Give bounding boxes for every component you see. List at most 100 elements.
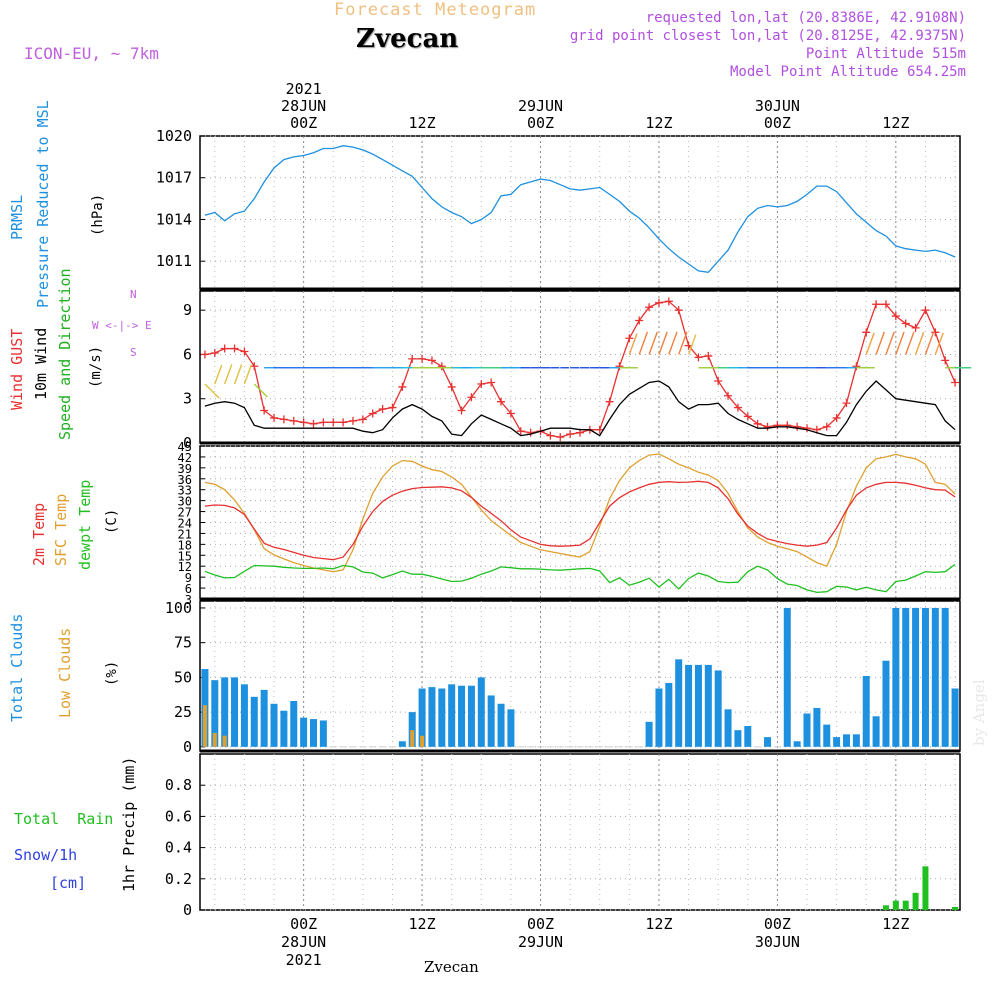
time-label-bottom: 00Z (764, 915, 791, 933)
total-cloud-bar (467, 685, 475, 747)
wind-direction-arrow (905, 331, 915, 355)
time-label-bottom: 00Z (290, 915, 317, 933)
gust-line-marker (595, 425, 604, 434)
gust-line-marker (803, 424, 812, 433)
total-cloud-bar (813, 707, 821, 747)
gust-line-marker (200, 350, 209, 359)
total-cloud-bar (280, 710, 288, 747)
time-label-top: 30JUN (755, 97, 800, 115)
total-cloud-bar (438, 688, 446, 747)
time-label-top: 12Z (409, 114, 436, 132)
total-cloud-bar (951, 688, 959, 747)
compass-west-east: W <-|-> E (92, 319, 152, 332)
total-cloud-bar (507, 709, 515, 747)
gust-line-marker (822, 422, 831, 431)
gust-line-marker (793, 422, 802, 431)
low-cloud-bar (410, 730, 415, 747)
panel-frame (199, 753, 961, 911)
snow-label: Snow/1h (14, 846, 78, 864)
rain-bar (922, 866, 929, 910)
total-cloud-bar (764, 737, 772, 747)
y-tick-label: 6 (183, 345, 192, 363)
y-tick-label: 25 (174, 703, 192, 721)
y-tick-label: 9 (183, 301, 192, 319)
y-tick-label: 42 (178, 451, 192, 465)
wind-direction-arrow (924, 331, 935, 355)
compass-north: N (130, 288, 137, 301)
wind-direction-arrow (687, 334, 697, 355)
wind-direction-arrow (253, 383, 268, 398)
wind-direction-arrow (638, 331, 649, 355)
time-label-top: 29JUN (518, 97, 563, 115)
total-cloud-bar (793, 741, 801, 747)
pressure-line (204, 145, 956, 273)
wind-direction-arrow (224, 364, 233, 385)
meteogram-title: Forecast Meteogram (334, 0, 537, 20)
wind-direction-arrow (865, 332, 875, 355)
y-tick-label: 1020 (156, 127, 192, 145)
total-cloud-bar (694, 664, 702, 747)
gust-line-marker (230, 344, 239, 353)
total-cloud-bar (645, 721, 653, 747)
gust-line-marker (704, 351, 713, 360)
total-cloud-bar (734, 730, 742, 747)
total-cloud-bar (902, 607, 910, 747)
model-point-altitude: Model Point Altitude 654.25m (729, 64, 966, 80)
y-tick-label: 33 (178, 484, 192, 498)
y-tick-label: 3 (185, 593, 192, 607)
gust-line-marker (348, 416, 357, 425)
gust-line-marker (319, 418, 328, 427)
gust-line-marker (467, 393, 476, 402)
time-label-top: 00Z (290, 114, 317, 132)
gust-line-marker (694, 353, 703, 362)
y-tick-label: 36 (178, 473, 192, 487)
total-cloud-bar (260, 689, 268, 747)
total-cloud-bar (655, 688, 663, 747)
point-altitude: Point Altitude 515m (805, 46, 966, 62)
gust-line-marker (516, 427, 525, 436)
total-cloud-bar (300, 717, 308, 747)
wind-direction-arrow (204, 383, 220, 399)
y-tick-label: 27 (178, 506, 192, 520)
total-cloud-bar (665, 682, 673, 747)
y-tick-label: 50 (174, 668, 192, 686)
gust-line-marker (931, 328, 940, 337)
total-cloud-bar (418, 688, 426, 747)
gust-line-marker (378, 405, 387, 414)
gust-line-marker (368, 409, 377, 418)
snow-unit-label: [cm] (50, 874, 87, 892)
total-cloud-bar (803, 713, 811, 747)
low-cloud-bar (202, 705, 207, 747)
gust-line-marker (783, 421, 792, 430)
total-cloud-bar (744, 726, 752, 747)
total-cloud-bar (872, 716, 880, 747)
wind-direction-arrow (243, 364, 253, 385)
time-label-bottom: 12Z (645, 915, 672, 933)
gust-line-marker (921, 306, 930, 315)
time-label-top: 28JUN (281, 97, 326, 115)
time-label-bottom: 12Z (882, 915, 909, 933)
rain-bar (882, 905, 889, 910)
wind-direction-arrow (934, 332, 944, 355)
y-tick-label: 9 (185, 571, 192, 585)
total-cloud-bar (862, 676, 870, 747)
total-cloud-bar (408, 712, 416, 747)
wind-direction-arrow (628, 333, 638, 355)
gust-line-marker (260, 406, 269, 415)
wind-direction-arrow (648, 331, 658, 355)
temp2m-line (204, 480, 956, 561)
total-cloud-bar (497, 703, 505, 747)
gust-line-marker (566, 430, 575, 439)
wind-line (204, 380, 956, 437)
total-cloud-bar (882, 660, 890, 747)
low-cloud-bar (420, 735, 425, 747)
low-cloud-bar (222, 735, 227, 747)
gust-line-marker (437, 362, 446, 371)
gust-line-marker (546, 431, 555, 440)
gust-line-marker (645, 303, 654, 312)
y-tick-label: 24 (178, 517, 192, 531)
total-cloud-bar (941, 607, 949, 747)
gust-line (204, 300, 956, 438)
gust-line-marker (635, 316, 644, 325)
